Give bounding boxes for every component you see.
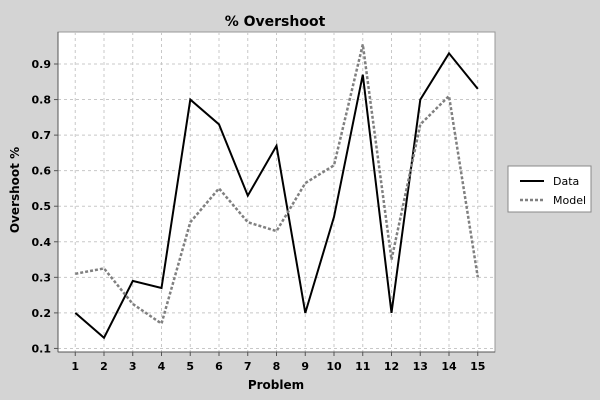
x-tick-label: 3 <box>129 360 137 373</box>
series-layer <box>74 44 480 340</box>
y-tick-label: 0.1 <box>32 342 52 355</box>
chart-title: % Overshoot <box>225 14 326 30</box>
x-tick-label: 10 <box>326 360 342 373</box>
y-tick-label: 0.2 <box>32 307 52 320</box>
x-tick-label: 12 <box>384 360 399 373</box>
x-tick-label: 6 <box>215 360 223 373</box>
x-tick-label: 1 <box>71 360 79 373</box>
y-tick-label: 0.7 <box>32 129 52 142</box>
x-tick-label: 2 <box>100 360 108 373</box>
axes: 0.10.20.30.40.50.60.70.80.91 2 3 4 5 6 7 8 9 10 11… <box>32 32 495 373</box>
x-tick-label: 15 <box>470 360 485 373</box>
grid-lines <box>58 32 495 352</box>
x-tick-label: 5 <box>186 360 194 373</box>
legend: Data Model <box>507 165 592 213</box>
x-tick-label: 11 <box>355 360 370 373</box>
legend-label-model: Model <box>553 194 586 207</box>
series-line-model <box>75 44 480 326</box>
y-tick-label: 0.9 <box>32 58 52 71</box>
y-tick-label: 0.8 <box>32 94 52 107</box>
x-tick-label: 4 <box>158 360 166 373</box>
y-axis-label: Overshoot % <box>8 147 22 233</box>
x-tick-label: 7 <box>244 360 252 373</box>
x-tick-label: 9 <box>301 360 309 373</box>
x-tick-label: 8 <box>273 360 281 373</box>
legend-label-data: Data <box>553 175 579 188</box>
x-tick-label: 14 <box>441 360 457 373</box>
legend-box <box>507 165 592 213</box>
x-tick-label: 13 <box>413 360 428 373</box>
x-axis-label: Problem <box>248 378 304 392</box>
y-tick-label: 0.5 <box>32 200 52 213</box>
y-tick-label: 0.4 <box>32 236 52 249</box>
y-tick-label: 0.3 <box>32 271 52 284</box>
y-tick-label: 0.6 <box>32 165 52 178</box>
